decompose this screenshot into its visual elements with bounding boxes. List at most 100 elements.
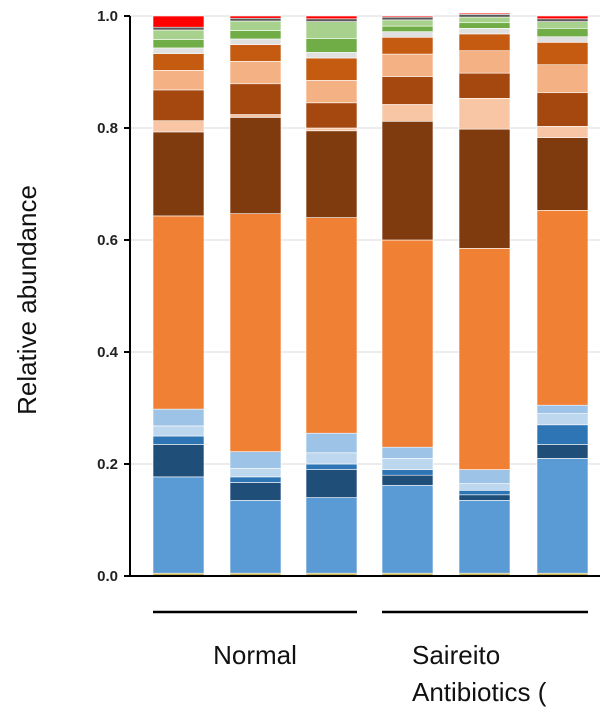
gridlines (130, 15, 600, 465)
bar-segment (458, 500, 511, 574)
bar-segment (458, 494, 511, 501)
bar-segment (229, 44, 282, 62)
bar-segment (305, 452, 358, 465)
bar-segment (458, 12, 511, 15)
bar-segment (152, 408, 205, 427)
bar-segment (152, 26, 205, 31)
bar-2 (229, 15, 282, 577)
bar-segment (381, 120, 434, 241)
bar-segment (305, 127, 358, 132)
bar-segment (305, 21, 358, 39)
bar-segment (229, 38, 282, 45)
y-tick-label: 0.6 (97, 232, 118, 249)
bar-1 (152, 15, 205, 577)
bar-segment (381, 474, 434, 486)
y-tick-label: 0.0 (97, 568, 118, 585)
bar-segment (152, 29, 205, 40)
bar-segment (536, 126, 589, 138)
bar-segment (229, 476, 282, 483)
bar-segment (229, 61, 282, 85)
bar-segment (381, 15, 434, 18)
bar-segment (536, 64, 589, 94)
bar-segment (381, 469, 434, 476)
y-tick-labels: 0.0 0.2 0.4 0.6 0.8 1.0 (97, 8, 130, 585)
bar-segment (305, 15, 358, 20)
bar-segment (458, 98, 511, 130)
bar-segment (229, 83, 282, 115)
bar-segment (536, 210, 589, 406)
bar-segment (536, 413, 589, 426)
bar-segment (305, 130, 358, 218)
bar-segment (305, 463, 358, 470)
bar-segment (305, 217, 358, 434)
bar-segment (152, 15, 205, 28)
group-label: Normal (213, 640, 297, 670)
bar-segment (381, 36, 434, 55)
bar-segment (458, 16, 511, 24)
group-label: Saireito (412, 640, 500, 670)
bar-segment (381, 16, 434, 21)
bar-segment (381, 446, 434, 459)
bar-segment (381, 104, 434, 122)
bar-segment (536, 137, 589, 211)
bar-segment (381, 239, 434, 448)
bar-segment (229, 30, 282, 40)
bar-segment (152, 476, 205, 574)
bar-segment (152, 89, 205, 122)
bar-segment (381, 458, 434, 470)
bar-segment (536, 42, 589, 66)
bar-segment (536, 21, 589, 29)
bar-segment (458, 14, 511, 18)
y-tick-label: 0.4 (97, 344, 119, 361)
bar-5 (458, 12, 511, 577)
bar-segment (381, 484, 434, 574)
bar-segment (305, 52, 358, 59)
bar-segment (458, 248, 511, 470)
bar-segment (152, 47, 205, 54)
bar-segment (152, 70, 205, 91)
bar-segment (536, 444, 589, 459)
bar-segment (536, 424, 589, 445)
group-labels: Normal Saireito Antibiotics ( (153, 610, 588, 707)
bar-segment (458, 33, 511, 52)
bar-segment (458, 490, 511, 496)
bar-segment (229, 15, 282, 19)
y-tick-label: 1.0 (97, 8, 118, 25)
bar-segment (536, 404, 589, 414)
bar-segment (381, 25, 434, 32)
axes (129, 16, 600, 577)
bar-segment (152, 53, 205, 71)
bar-segment (381, 19, 434, 27)
bar-segment (229, 500, 282, 574)
y-tick-label: 0.8 (97, 120, 118, 137)
bar-4 (381, 15, 434, 577)
bar-segment (305, 497, 358, 574)
bar-segment (152, 435, 205, 445)
bar-segment (458, 22, 511, 29)
bar-segment (305, 80, 358, 104)
y-axis-label: Relative abundance (12, 185, 42, 415)
bar-segment (305, 57, 358, 81)
bar-segment (152, 425, 205, 437)
bar-segment (536, 36, 589, 43)
bar-segment (458, 128, 511, 249)
bar-segment (305, 18, 358, 22)
bar-segment (229, 114, 282, 118)
bar-segment (458, 483, 511, 491)
bar-segment (536, 18, 589, 22)
bars (152, 12, 589, 577)
bar-segment (229, 20, 282, 31)
bar-segment (536, 92, 589, 127)
bar-segment (152, 444, 205, 478)
bar-segment (305, 38, 358, 53)
bar-segment (229, 17, 282, 22)
bar-segment (458, 50, 511, 74)
bar-segment (152, 39, 205, 49)
bar-segment (305, 432, 358, 454)
group-label-line2: Antibiotics ( (412, 677, 547, 707)
bar-segment (229, 213, 282, 452)
y-tick-label: 0.2 (97, 456, 118, 473)
bar-segment (229, 482, 282, 501)
bar-segment (381, 53, 434, 77)
